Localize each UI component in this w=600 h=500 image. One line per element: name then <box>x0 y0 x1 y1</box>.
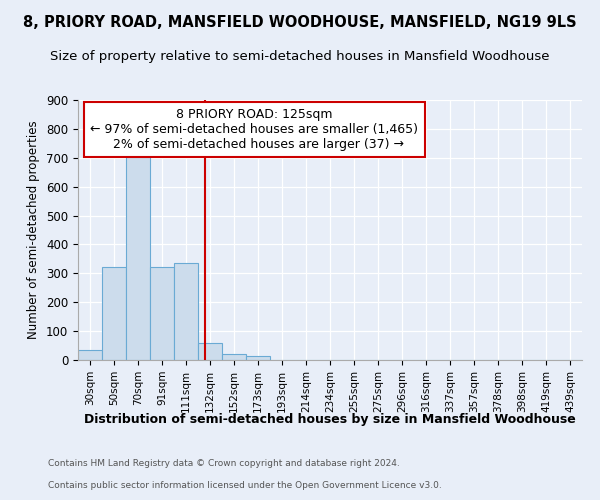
Text: Distribution of semi-detached houses by size in Mansfield Woodhouse: Distribution of semi-detached houses by … <box>84 412 576 426</box>
Text: Size of property relative to semi-detached houses in Mansfield Woodhouse: Size of property relative to semi-detach… <box>50 50 550 63</box>
Bar <box>150 267 174 360</box>
Bar <box>174 263 198 360</box>
Bar <box>78 350 102 360</box>
Text: 8 PRIORY ROAD: 125sqm
← 97% of semi-detached houses are smaller (1,465)
  2% of : 8 PRIORY ROAD: 125sqm ← 97% of semi-deta… <box>91 108 418 151</box>
Text: Contains public sector information licensed under the Open Government Licence v3: Contains public sector information licen… <box>48 481 442 490</box>
Bar <box>102 267 126 360</box>
Text: Contains HM Land Registry data © Crown copyright and database right 2024.: Contains HM Land Registry data © Crown c… <box>48 458 400 468</box>
Bar <box>246 356 270 360</box>
Text: 8, PRIORY ROAD, MANSFIELD WOODHOUSE, MANSFIELD, NG19 9LS: 8, PRIORY ROAD, MANSFIELD WOODHOUSE, MAN… <box>23 15 577 30</box>
Bar <box>198 343 222 360</box>
Y-axis label: Number of semi-detached properties: Number of semi-detached properties <box>28 120 40 340</box>
Bar <box>222 354 246 360</box>
Bar <box>126 146 150 360</box>
